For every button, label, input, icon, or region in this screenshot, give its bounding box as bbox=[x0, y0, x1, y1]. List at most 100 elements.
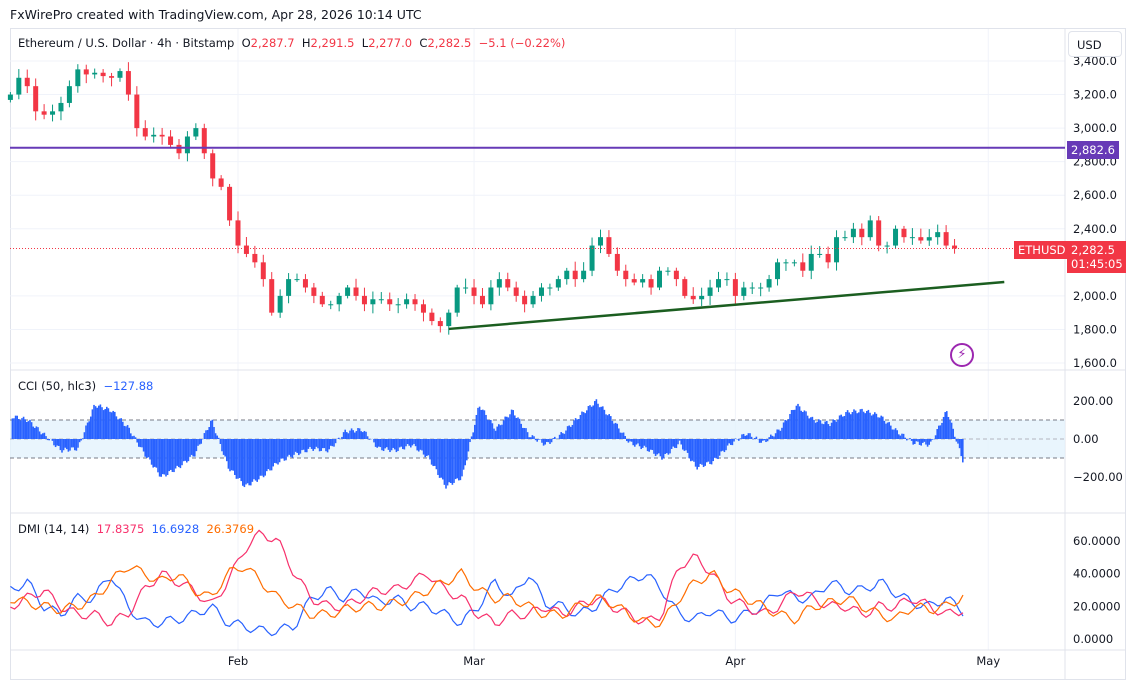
cci-bar bbox=[626, 439, 628, 442]
high-value: 2,291.5 bbox=[310, 36, 355, 50]
cci-bar bbox=[461, 439, 463, 477]
cci-bar bbox=[262, 439, 265, 478]
cci-bar bbox=[317, 439, 319, 449]
cci-bar bbox=[35, 426, 38, 439]
cci-bar bbox=[765, 439, 767, 443]
cci-bar bbox=[293, 439, 295, 455]
cci-bar bbox=[357, 428, 359, 439]
cci-bar bbox=[280, 439, 282, 459]
cci-bar bbox=[174, 439, 177, 469]
cci-bar bbox=[843, 415, 846, 439]
cci-bar bbox=[418, 439, 420, 452]
cci-bar bbox=[541, 439, 543, 443]
cci-bar bbox=[682, 439, 684, 450]
cci-bar bbox=[498, 424, 500, 439]
cci-bar bbox=[854, 410, 857, 439]
candle-body bbox=[589, 245, 595, 271]
cci-bar bbox=[523, 428, 526, 439]
minus-di-line bbox=[10, 529, 964, 627]
cci-bar bbox=[770, 434, 772, 439]
cci-bar bbox=[472, 432, 474, 439]
plus-di-value: 16.6928 bbox=[151, 522, 200, 536]
currency-button[interactable]: USD bbox=[1068, 31, 1122, 57]
cci-bar bbox=[200, 439, 202, 444]
cci-bar bbox=[410, 439, 412, 448]
cci-bar bbox=[56, 439, 58, 446]
cci-bar bbox=[334, 439, 337, 444]
cci-bar bbox=[285, 439, 287, 461]
cci-bar bbox=[853, 409, 855, 439]
cci-bar bbox=[46, 439, 49, 441]
cci-bar bbox=[630, 439, 633, 442]
cci-bar bbox=[744, 435, 746, 439]
cci-bar bbox=[795, 405, 798, 439]
cci-bar bbox=[600, 406, 602, 439]
cci-bar bbox=[571, 424, 574, 439]
cci-bar bbox=[678, 439, 681, 441]
cci-bar bbox=[669, 439, 671, 454]
candle-body bbox=[243, 245, 249, 254]
cci-bar bbox=[706, 439, 708, 463]
cci-bar bbox=[528, 437, 530, 439]
cci-bar bbox=[709, 439, 711, 465]
cci-bar bbox=[122, 421, 124, 439]
dmi-tick-label: 20.0000 bbox=[1073, 599, 1121, 613]
cci-bar bbox=[333, 439, 335, 447]
cci-bar bbox=[389, 439, 391, 453]
cci-bar bbox=[298, 439, 300, 456]
cci-bar bbox=[888, 422, 890, 439]
candle-body bbox=[690, 295, 696, 300]
cci-bar bbox=[290, 439, 292, 457]
cci-bar bbox=[216, 435, 218, 439]
cci-bar bbox=[93, 404, 95, 439]
price-tick-label: 3,400.0 bbox=[1073, 54, 1117, 68]
cci-bar bbox=[70, 439, 73, 448]
cci-bar bbox=[179, 439, 182, 469]
cci-bar bbox=[755, 436, 758, 439]
cci-bar bbox=[386, 439, 388, 448]
trendline bbox=[448, 280, 1005, 331]
cci-bar bbox=[699, 439, 702, 464]
cci-bar bbox=[918, 439, 921, 445]
cci-bar bbox=[520, 423, 522, 439]
cci-bar bbox=[165, 439, 167, 477]
cci-bar bbox=[491, 423, 494, 439]
cci-bar bbox=[470, 436, 473, 439]
cci-bar bbox=[563, 433, 566, 439]
cci-bar bbox=[416, 439, 418, 451]
cci-bar bbox=[598, 407, 601, 439]
candle-body bbox=[775, 262, 781, 280]
candle-body bbox=[420, 304, 426, 313]
cci-bar bbox=[749, 433, 751, 439]
cci-bar bbox=[530, 437, 532, 439]
cci-bar bbox=[102, 410, 105, 439]
cci-bar bbox=[694, 439, 697, 467]
replay-lightning-icon[interactable]: ⚡ bbox=[950, 343, 974, 367]
cci-bar bbox=[522, 427, 524, 439]
adx-line bbox=[10, 565, 964, 628]
cci-bar bbox=[312, 439, 314, 451]
cci-bar bbox=[762, 439, 764, 441]
cci-bar bbox=[515, 417, 518, 439]
cci-bar bbox=[424, 439, 426, 458]
cci-bar bbox=[874, 412, 876, 439]
cci-bar bbox=[331, 439, 334, 447]
cci-bar bbox=[395, 439, 398, 453]
cci-tick-label: −200.00 bbox=[1073, 470, 1123, 484]
cci-bar bbox=[496, 426, 498, 439]
cci-bar bbox=[835, 421, 838, 439]
cci-bar bbox=[77, 439, 79, 448]
cci-bar bbox=[26, 421, 28, 439]
cci-bar bbox=[256, 439, 258, 482]
cci-bar bbox=[627, 439, 630, 443]
cci-bar bbox=[429, 439, 431, 460]
cci-bar bbox=[645, 439, 647, 448]
cci-bar bbox=[867, 409, 870, 439]
cci-bar bbox=[821, 423, 823, 439]
cci-bar bbox=[208, 427, 210, 439]
cci-bar bbox=[941, 422, 943, 439]
cci-bar bbox=[11, 418, 14, 439]
cci-bar bbox=[582, 412, 585, 439]
low-value: 2,277.0 bbox=[368, 36, 413, 50]
